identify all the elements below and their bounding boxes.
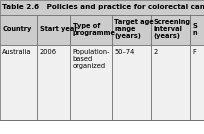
Bar: [0, 15, 37, 45]
Bar: [151, 45, 190, 120]
Text: Screening
interval
(years): Screening interval (years): [153, 19, 190, 39]
Bar: [0, 45, 37, 120]
Bar: [151, 15, 190, 45]
Bar: [190, 45, 204, 120]
Text: Type of
programme: Type of programme: [73, 23, 116, 36]
Text: Start year: Start year: [40, 26, 78, 32]
Bar: [0, 0, 204, 15]
Bar: [37, 45, 70, 120]
Bar: [190, 15, 204, 45]
Text: 2006: 2006: [40, 49, 57, 55]
Text: Population-
based
organized: Population- based organized: [73, 49, 110, 69]
Text: Country: Country: [2, 26, 32, 32]
Bar: [70, 15, 112, 45]
Text: Table 2.6   Policies and practice for colorectal cancer screer: Table 2.6 Policies and practice for colo…: [2, 5, 204, 10]
Bar: [112, 45, 151, 120]
Text: 50–74: 50–74: [114, 49, 135, 55]
Text: S
n: S n: [193, 23, 197, 36]
Bar: [112, 15, 151, 45]
Bar: [37, 15, 70, 45]
Text: Target age
range
(years): Target age range (years): [114, 19, 154, 39]
Text: 2: 2: [153, 49, 158, 55]
Text: Australia: Australia: [2, 49, 32, 55]
Text: F: F: [193, 49, 196, 55]
Bar: [70, 45, 112, 120]
